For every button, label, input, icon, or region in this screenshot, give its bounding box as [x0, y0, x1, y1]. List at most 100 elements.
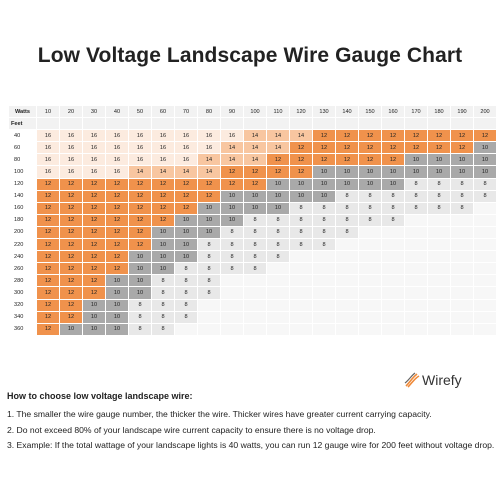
watts-column-header: 140 — [335, 104, 359, 119]
gauge-cell: 10 — [243, 201, 267, 215]
gauge-cell: 12 — [220, 177, 244, 191]
gauge-cell: 12 — [59, 250, 83, 264]
header-spacer-cell — [151, 117, 175, 131]
gauge-cell — [266, 298, 290, 312]
header-spacer-cell — [59, 117, 83, 131]
gauge-cell: 8 — [404, 201, 428, 215]
gauge-cell: 12 — [105, 250, 129, 264]
gauge-cell: 8 — [197, 250, 221, 264]
gauge-cell: 8 — [220, 225, 244, 240]
gauge-cell: 10 — [312, 177, 336, 191]
header-spacer-cell — [266, 117, 290, 131]
gauge-cell: 12 — [473, 129, 497, 143]
gauge-cell — [220, 298, 244, 312]
gauge-cell — [473, 225, 497, 240]
gauge-cell — [381, 225, 405, 240]
gauge-cell — [404, 298, 428, 312]
gauge-cell: 8 — [151, 322, 175, 336]
gauge-cell: 14 — [197, 165, 221, 179]
gauge-cell: 10 — [174, 250, 198, 264]
gauge-cell — [404, 310, 428, 324]
gauge-cell: 12 — [266, 165, 290, 179]
gauge-cell: 10 — [335, 177, 359, 191]
gauge-cell: 12 — [151, 189, 175, 203]
feet-row-header: 260 — [8, 262, 37, 276]
gauge-cell — [404, 250, 428, 264]
watts-column-header: 180 — [427, 104, 451, 119]
watts-column-header: 30 — [82, 104, 106, 119]
gauge-cell: 16 — [105, 141, 129, 155]
gauge-cell — [427, 310, 451, 324]
gauge-cell — [473, 298, 497, 312]
gauge-cell: 12 — [404, 141, 428, 155]
gauge-cell: 12 — [59, 298, 83, 312]
gauge-cell: 10 — [358, 165, 382, 179]
gauge-cell: 14 — [220, 141, 244, 155]
gauge-cell: 12 — [151, 201, 175, 215]
gauge-cell: 12 — [82, 250, 106, 264]
gauge-cell: 8 — [312, 213, 336, 227]
gauge-cell: 16 — [82, 165, 106, 179]
header-spacer-cell — [381, 117, 405, 131]
table-row: 360 12 10 10 10 8 8 — [8, 322, 497, 336]
gauge-cell: 8 — [289, 213, 313, 227]
gauge-cell: 8 — [151, 286, 175, 300]
gauge-cell: 12 — [174, 189, 198, 203]
note-item: 1. The smaller the wire gauge number, th… — [7, 409, 432, 419]
gauge-cell — [220, 322, 244, 336]
gauge-cell: 12 — [36, 213, 60, 227]
gauge-cell: 8 — [289, 238, 313, 252]
header-spacer-cell — [174, 117, 198, 131]
watts-column-header: 80 — [197, 104, 221, 119]
gauge-cell — [404, 213, 428, 227]
gauge-cell: 10 — [128, 286, 152, 300]
gauge-cell: 8 — [381, 201, 405, 215]
gauge-cell: 16 — [128, 153, 152, 167]
gauge-cell: 10 — [59, 322, 83, 336]
gauge-cell: 10 — [174, 213, 198, 227]
gauge-cell — [358, 310, 382, 324]
gauge-cell — [404, 262, 428, 276]
gauge-cell: 10 — [105, 298, 129, 312]
gauge-cell: 8 — [450, 189, 474, 203]
gauge-cell: 12 — [82, 238, 106, 252]
feet-row-header: 300 — [8, 286, 37, 300]
feet-row-header: 320 — [8, 298, 37, 312]
gauge-cell: 8 — [243, 225, 267, 240]
gauge-cell: 8 — [151, 298, 175, 312]
watts-column-header: 40 — [105, 104, 129, 119]
gauge-cell — [197, 298, 221, 312]
gauge-cell — [381, 310, 405, 324]
table-row: 140 12 12 12 12 12 12 12 12 10 10 10 10 10 8 8 8 8 8 8 8 — [8, 189, 497, 203]
gauge-cell — [243, 286, 267, 300]
gauge-cell: 16 — [36, 129, 60, 143]
gauge-cell — [312, 298, 336, 312]
gauge-cell: 8 — [312, 225, 336, 240]
gauge-cell — [427, 250, 451, 264]
gauge-cell: 8 — [220, 262, 244, 276]
gauge-cell: 10 — [266, 177, 290, 191]
feet-row-header: 140 — [8, 189, 37, 203]
gauge-cell — [243, 274, 267, 288]
gauge-cell — [450, 225, 474, 240]
gauge-cell: 16 — [105, 165, 129, 179]
gauge-cell: 14 — [220, 153, 244, 167]
gauge-cell: 12 — [381, 153, 405, 167]
gauge-cell: 10 — [128, 250, 152, 264]
gauge-cell — [473, 274, 497, 288]
gauge-cell: 12 — [427, 141, 451, 155]
gauge-cell — [266, 262, 290, 276]
gauge-cell: 8 — [220, 250, 244, 264]
gauge-cell: 8 — [312, 201, 336, 215]
gauge-cell: 12 — [312, 153, 336, 167]
gauge-cell: 12 — [335, 129, 359, 143]
gauge-cell: 8 — [174, 274, 198, 288]
feet-row-header: 160 — [8, 201, 37, 215]
gauge-cell — [427, 262, 451, 276]
gauge-cell: 8 — [243, 262, 267, 276]
gauge-cell — [381, 322, 405, 336]
gauge-cell — [335, 262, 359, 276]
gauge-cell: 16 — [82, 129, 106, 143]
gauge-cell: 12 — [59, 177, 83, 191]
gauge-cell: 10 — [427, 165, 451, 179]
